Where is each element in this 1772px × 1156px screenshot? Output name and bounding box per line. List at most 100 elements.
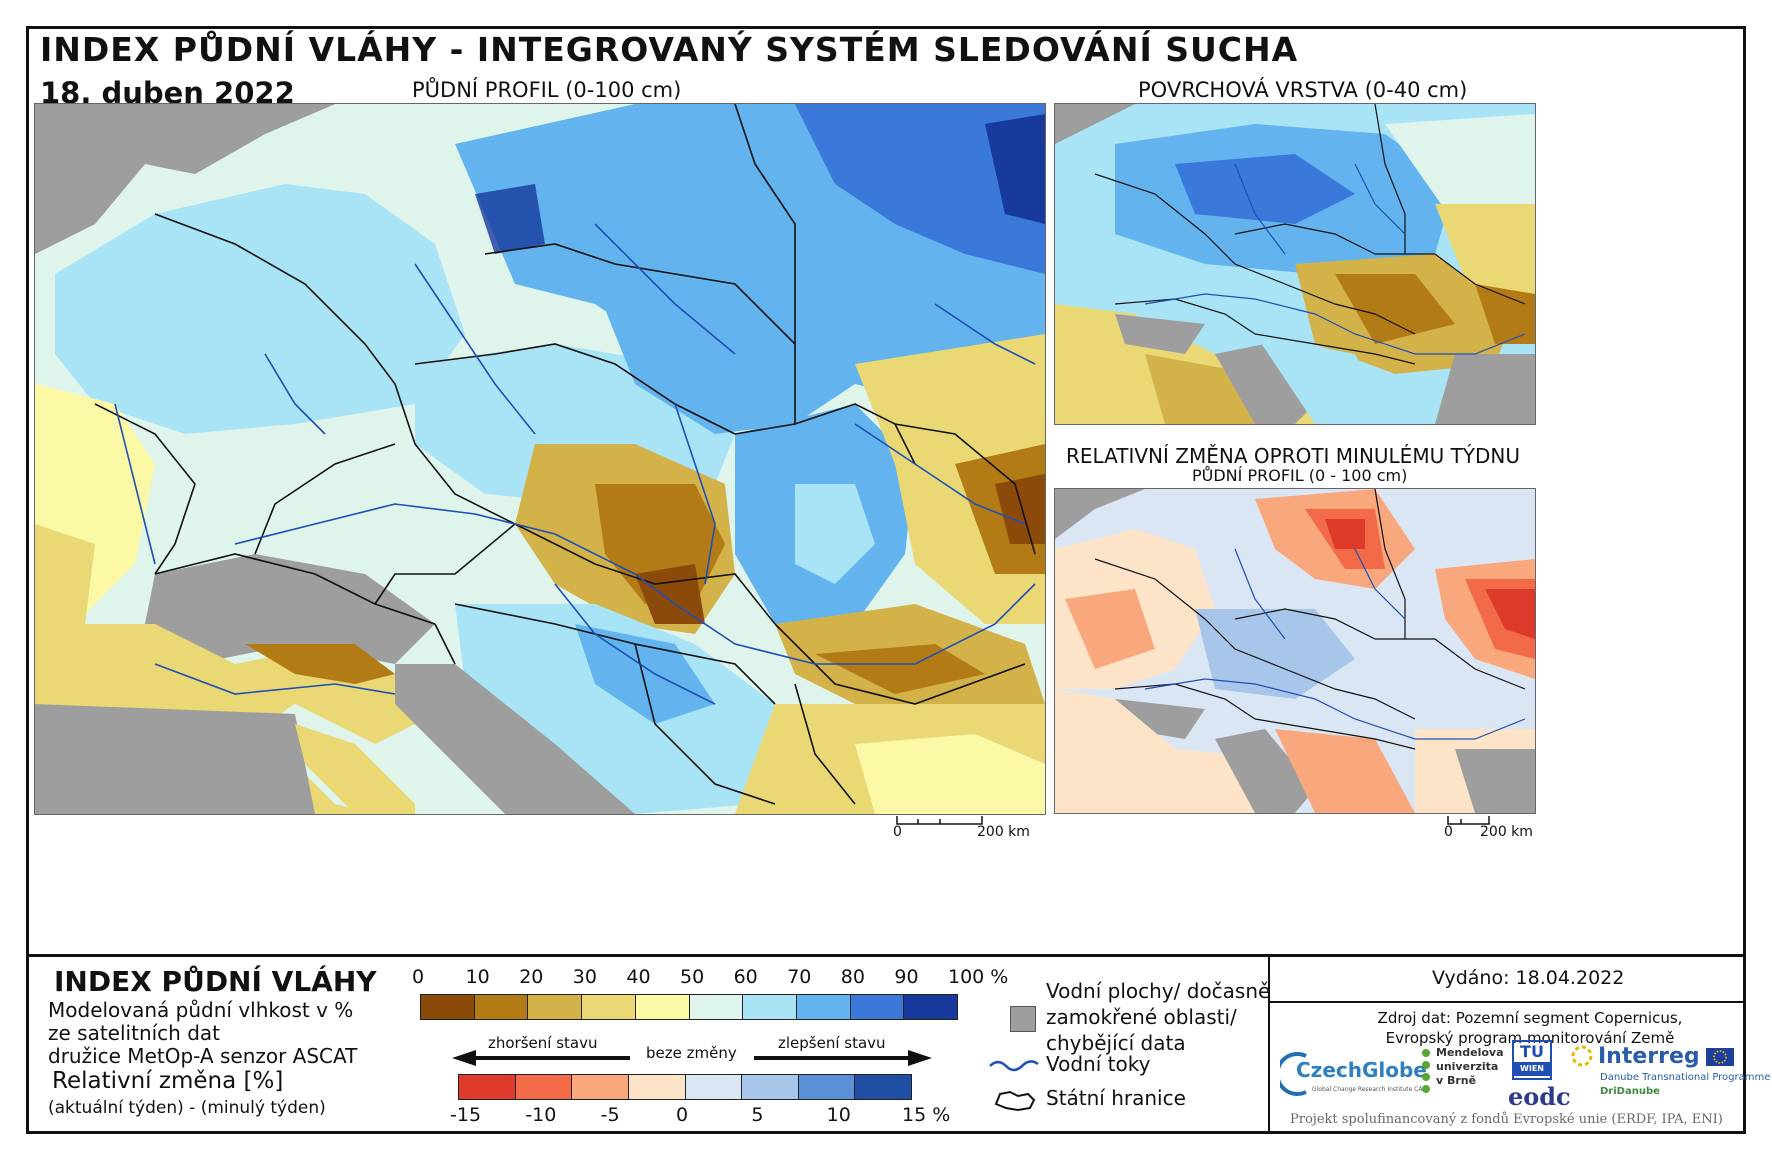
change-scale-swatch-0 (459, 1075, 516, 1099)
index-tick-labels: 0 10 20 30 40 50 60 70 80 90 100 % (412, 966, 1008, 990)
czechglobe-logo: CzechGlobe Global Change Research Instit… (1280, 1050, 1427, 1104)
interreg-programme: Danube Transnational Programme (1600, 1072, 1771, 1083)
change-tick-0: -15 (450, 1104, 482, 1126)
borders-label: Státní hranice (1046, 1086, 1186, 1110)
mendel-dots-icon (1422, 1049, 1430, 1093)
footer-vertical-divider (1268, 956, 1270, 1134)
main-soil-moisture-map (34, 103, 1046, 815)
index-scale-swatch-9 (904, 995, 958, 1019)
index-scale-swatch-6 (743, 995, 797, 1019)
arrow-none-label: beze změny (646, 1044, 737, 1062)
index-tick-3: 30 (572, 966, 597, 988)
main-scale-end: 200 km (977, 824, 1030, 840)
change-legend-title: Relativní změna [%] (52, 1068, 284, 1094)
eu-flag-icon (1706, 1048, 1734, 1066)
water-bodies-line-1: Vodní plochy/ dočasně (1046, 979, 1271, 1003)
index-tick-5: 50 (680, 966, 705, 988)
mendel-text: Mendelova univerzita v Brně (1436, 1046, 1504, 1088)
river-line-icon (989, 1060, 1039, 1072)
border-outline-icon (994, 1090, 1036, 1112)
tu-wien-top: TU (1520, 1042, 1544, 1061)
tu-wien-logo: TU WIEN (1512, 1040, 1552, 1080)
change-tick-5: 10 (826, 1104, 851, 1126)
main-map-caption: PŮDNÍ PROFIL (0-100 cm) (412, 78, 682, 102)
index-scale-swatch-8 (850, 995, 905, 1019)
legend-desc-line-2: ze satelitních dat (48, 1021, 220, 1045)
relative-change-map (1054, 488, 1536, 814)
change-scale-swatch-3 (628, 1075, 686, 1099)
index-scale-swatch-0 (421, 995, 475, 1019)
eodc-logo: eodc (1508, 1082, 1571, 1111)
change-tick-2: -5 (600, 1104, 620, 1126)
index-tick-6: 60 (733, 966, 758, 988)
index-tick-0: 0 (412, 966, 425, 988)
data-source: Zdroj dat: Pozemní segment Copernicus, E… (1370, 1008, 1690, 1048)
change-tick-1: -10 (525, 1104, 557, 1126)
surface-map-caption: POVRCHOVÁ VRSTVA (0-40 cm) (1138, 78, 1468, 102)
index-tick-2: 20 (519, 966, 544, 988)
data-source-line-2: Evropský program monitorování Země (1385, 1029, 1675, 1047)
legend-desc-line-1: Modelovaná půdní vlhkost v % (48, 998, 354, 1022)
change-map-subcaption: PŮDNÍ PROFIL (0 - 100 cm) (1192, 466, 1408, 485)
water-bodies-line-3: chybějící data (1046, 1031, 1186, 1055)
change-tick-3: 0 (676, 1104, 689, 1126)
index-color-scale (420, 994, 958, 1020)
footer-horizontal-divider (1270, 1001, 1746, 1003)
rivers-label: Vodní toky (1046, 1052, 1151, 1076)
change-scale-swatch-1 (515, 1075, 573, 1099)
change-legend-desc: (aktuální týden) - (minulý týden) (48, 1098, 326, 1118)
mendel-university-logo: Mendelova univerzita v Brně (1418, 1046, 1508, 1106)
index-tick-4: 40 (626, 966, 651, 988)
small-scale-end: 200 km (1480, 824, 1533, 840)
tu-wien-bottom: WIEN (1514, 1062, 1550, 1076)
legend-divider (26, 954, 1746, 957)
water-bodies-line-2: zamokřené oblasti/ (1046, 1005, 1237, 1029)
page-title: INDEX PŮDNÍ VLÁHY - INTEGROVANÝ SYSTÉM S… (40, 30, 1299, 69)
interreg-wordmark: Interreg (1598, 1044, 1700, 1069)
index-tick-7: 70 (787, 966, 812, 988)
index-scale-swatch-3 (582, 995, 636, 1019)
worse-arrow-icon (452, 1050, 630, 1066)
issued-date: Vydáno: 18.04.2022 (1432, 967, 1625, 989)
mendel-line-3: v Brně (1436, 1074, 1477, 1087)
index-scale-swatch-1 (474, 995, 529, 1019)
interreg-logo: Interreg Danube Transnational Programme … (1568, 1042, 1770, 1102)
change-scale-swatch-5 (742, 1075, 799, 1099)
change-map-caption: RELATIVNÍ ZMĚNA OPROTI MINULÉMU TÝDNU (1066, 444, 1521, 468)
czechglobe-wordmark: CzechGlobe (1296, 1058, 1427, 1082)
arrow-better-label: zlepšení stavu (778, 1034, 886, 1052)
index-scale-swatch-5 (689, 995, 744, 1019)
change-tick-4: 5 (751, 1104, 764, 1126)
project-funding-note: Projekt spolufinancovaný z fondů Evropsk… (1290, 1112, 1723, 1127)
index-tick-1: 10 (465, 966, 490, 988)
dridanube-label: DriDanube (1600, 1086, 1660, 1097)
data-source-line-1: Zdroj dat: Pozemní segment Copernicus, (1377, 1009, 1683, 1027)
index-scale-swatch-7 (796, 995, 851, 1019)
interreg-star-icon (1571, 1045, 1593, 1067)
mendel-line-2: univerzita (1436, 1060, 1499, 1073)
index-scale-swatch-4 (635, 995, 690, 1019)
legend-desc-line-3: družice MetOp-A senzor ASCAT (48, 1044, 358, 1068)
change-scale-swatch-6 (798, 1075, 856, 1099)
index-tick-8: 80 (840, 966, 865, 988)
change-scale-swatch-4 (685, 1075, 743, 1099)
change-tick-labels: -15 -10 -5 0 5 10 15 % (450, 1104, 950, 1128)
main-scale-zero: 0 (893, 824, 902, 840)
surface-layer-map (1054, 103, 1536, 425)
missing-data-swatch (1010, 1006, 1036, 1032)
change-tick-6: 15 % (902, 1104, 951, 1126)
change-color-scale (458, 1074, 912, 1100)
small-scale-zero: 0 (1444, 824, 1453, 840)
better-arrow-icon (754, 1050, 932, 1066)
change-scale-swatch-7 (855, 1075, 911, 1099)
index-tick-10: 100 % (948, 966, 1009, 988)
czechglobe-arc-icon (1280, 1052, 1307, 1096)
mendel-line-1: Mendelova (1436, 1046, 1504, 1059)
czechglobe-subtitle: Global Change Research Institute CAS (1312, 1086, 1427, 1093)
index-tick-9: 90 (894, 966, 919, 988)
change-scale-swatch-2 (572, 1075, 629, 1099)
water-bodies-label: Vodní plochy/ dočasně zamokřené oblasti/… (1046, 978, 1270, 1056)
arrow-worse-label: zhoršení stavu (488, 1034, 598, 1052)
legend-title: INDEX PŮDNÍ VLÁHY (54, 965, 377, 998)
index-scale-swatch-2 (528, 995, 583, 1019)
